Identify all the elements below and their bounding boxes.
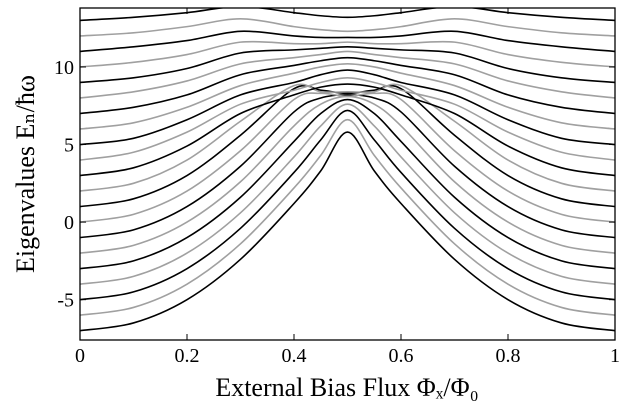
series-line	[80, 92, 615, 223]
series-line	[80, 94, 615, 239]
y-tick-label: -5	[57, 290, 74, 312]
y-tick-label: 10	[54, 57, 74, 79]
x-tick-label: 1	[610, 345, 620, 367]
y-tick-label: 0	[64, 212, 74, 234]
series-line	[80, 69, 615, 146]
series-line	[80, 40, 615, 68]
y-axis-label: Eigenvalues Eₙ/ħω	[11, 75, 40, 273]
series-line	[80, 63, 615, 130]
series-line	[80, 83, 615, 177]
series-line	[80, 56, 615, 115]
series-line	[80, 118, 615, 316]
series-line	[80, 84, 615, 208]
plot-frame	[79, 7, 616, 341]
x-tick-label: 0.4	[282, 345, 307, 367]
series-line	[80, 30, 615, 53]
series-line	[80, 103, 615, 285]
x-tick-label: 0.6	[389, 345, 414, 367]
x-tick-label: 0.8	[496, 345, 521, 367]
x-tick-label: 0	[75, 345, 85, 367]
series-line	[80, 50, 615, 99]
plot-lines	[80, 8, 615, 332]
y-tick-label: 5	[64, 135, 74, 157]
series-line	[80, 109, 615, 301]
x-tick-label: 0.2	[175, 345, 200, 367]
series-line	[80, 45, 615, 84]
series-line	[80, 18, 615, 37]
x-axis-label: External Bias Flux Φₓ/Φ₀	[215, 373, 478, 402]
series-line	[80, 131, 615, 332]
series-line	[80, 98, 615, 270]
series-line	[80, 83, 615, 192]
series-line	[80, 77, 615, 161]
